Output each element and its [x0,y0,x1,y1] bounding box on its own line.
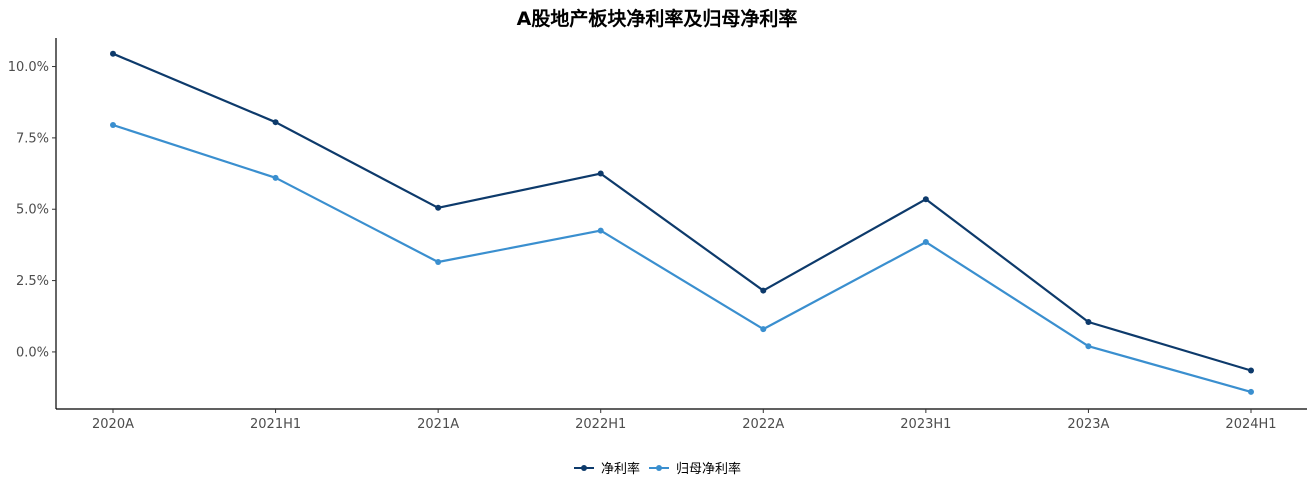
series-layer [110,50,1254,395]
x-tick-label: 2022H1 [575,417,626,432]
legend-item: 净利率 [573,458,640,477]
series-line-2 [112,123,1252,393]
series-2-point [597,227,604,234]
x-tick-label: 2021H1 [250,417,301,432]
legend-label: 归母净利率 [676,462,742,477]
series-2-point [1248,388,1254,395]
legend-key [573,461,595,475]
x-tick-label: 2020A [92,417,134,432]
series-2-point [272,174,279,181]
y-tick-label: 10.0% [8,60,49,75]
x-axis-ticks: 2020A 2021H1 2021A 2022H1 2022A 2023H1 2023A 20… [92,409,1277,432]
series-1-point [1248,367,1254,374]
legend-item: 归母净利率 [648,458,741,477]
legend: 净利率 归母净利率 [0,458,1314,477]
y-tick-label: 2.5% [16,274,49,289]
series-1-point [760,287,767,294]
series-1-point [1085,318,1092,325]
y-axis-ticks: 10.0% 7.5% 5.0% 2.5% 0.0% [8,60,56,360]
x-tick-label: 2021A [417,417,459,432]
series-1-point [435,204,442,211]
axes [55,38,1307,410]
y-tick-label: 0.0% [16,345,49,360]
series-2-point [760,326,767,333]
x-tick-label: 2023A [1067,417,1109,432]
series-2-point [110,122,116,129]
legend-label: 净利率 [600,462,640,477]
x-tick-label: 2022A [742,417,784,432]
series-1-point [922,196,929,203]
y-tick-label: 5.0% [16,203,49,218]
series-2-point [922,239,929,246]
chart-title: A股地产板块净利率及归母净利率 [516,8,798,30]
series-line-1 [112,52,1252,372]
series-2-point [1085,343,1092,350]
series-2-point [435,259,442,266]
series-1-point [272,119,279,126]
x-tick-label: 2023H1 [900,417,951,432]
series-1-point [110,50,116,57]
y-tick-label: 7.5% [16,131,49,146]
legend-key [648,461,670,475]
series-1-point [597,170,604,177]
x-tick-label: 2024H1 [1225,417,1276,432]
